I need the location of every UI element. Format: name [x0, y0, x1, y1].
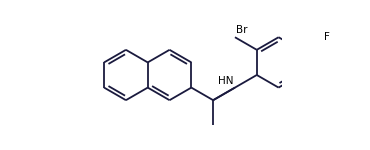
Text: Br: Br: [236, 25, 248, 35]
Text: F: F: [324, 32, 330, 42]
Text: HN: HN: [218, 76, 233, 86]
